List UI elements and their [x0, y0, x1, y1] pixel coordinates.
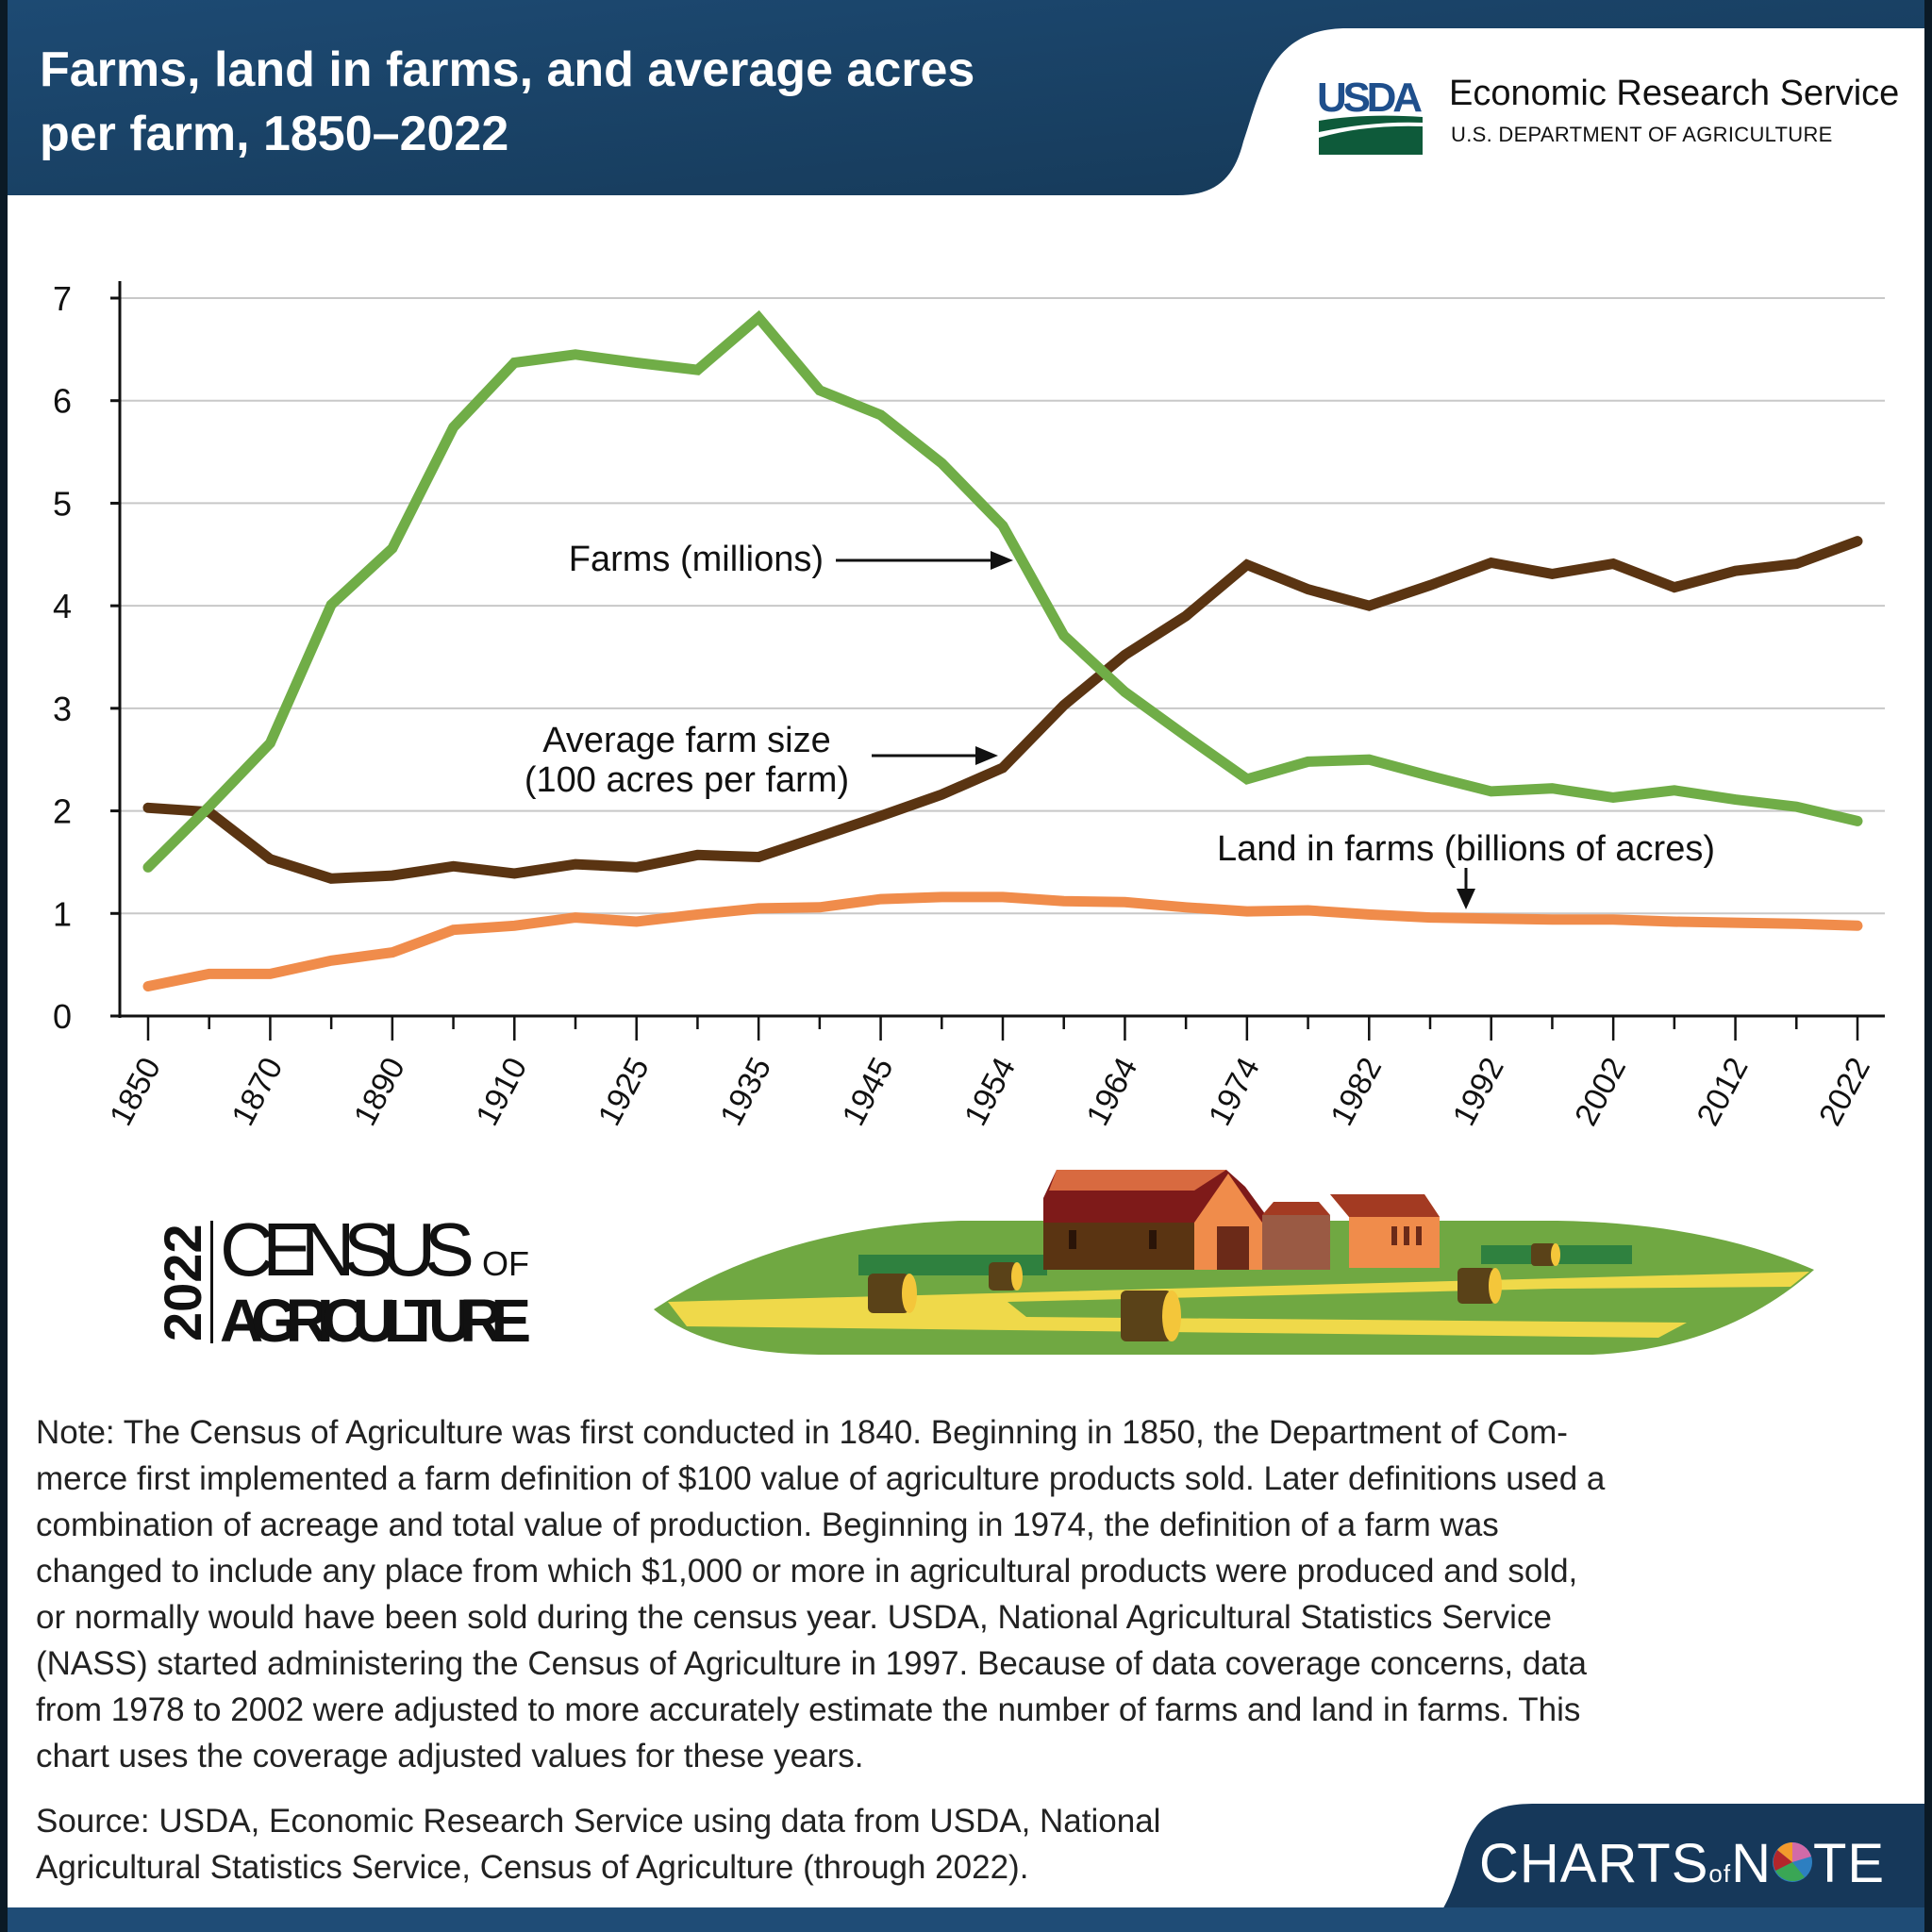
y-tick-label: 6 — [53, 382, 72, 421]
source-line: Agricultural Statistics Service, Census … — [36, 1849, 1029, 1886]
annotation-avg-line1: Average farm size — [542, 721, 831, 760]
y-tick-label: 3 — [53, 690, 72, 728]
source-line: Source: USDA, Economic Research Service … — [36, 1803, 1161, 1840]
x-tick-label: 2022 — [1812, 1052, 1877, 1132]
note-line: from 1978 to 2002 were adjusted to more … — [36, 1691, 1581, 1728]
title-line-1: Farms, land in farms, and average acres — [40, 42, 975, 97]
header-banner — [8, 0, 1924, 195]
note-line: combination of acreage and total value o… — [36, 1507, 1499, 1543]
svg-text:2022: 2022 — [154, 1224, 212, 1341]
y-tick-label: 2 — [53, 792, 72, 831]
y-tick-label: 7 — [53, 279, 72, 318]
x-tick-label: 1974 — [1202, 1052, 1267, 1132]
census-of-agriculture-logo: 2022 CENSUS OF AGRICULTURE — [154, 1209, 531, 1351]
line-chart: 0 1 2 3 4 5 6 7 1850 1870 1890 1910 1925 1935 1945 1954… — [53, 279, 1885, 1132]
brand-of: of — [1708, 1859, 1732, 1888]
title-line-2: per farm, 1850–2022 — [40, 107, 509, 161]
usda-logo: USDA — [1317, 75, 1423, 155]
brand-n: N — [1731, 1833, 1772, 1894]
brand-charts: CHARTS — [1479, 1833, 1709, 1894]
chart-note: Note: The Census of Agriculture was firs… — [36, 1409, 1605, 1779]
x-tick-label: 1910 — [469, 1052, 534, 1132]
annotation-land: Land in farms (billions of acres) — [1217, 829, 1715, 869]
annotation-land-arrowhead — [1457, 889, 1475, 909]
note-line: Note: The Census of Agriculture was firs… — [36, 1414, 1568, 1451]
x-tick-label: 1850 — [103, 1052, 168, 1132]
y-tick-label: 1 — [53, 894, 72, 933]
svg-text:CENSUS: CENSUS — [220, 1209, 475, 1291]
svg-text:USDA: USDA — [1317, 75, 1423, 121]
x-tick-label: 1954 — [958, 1052, 1023, 1132]
svg-text:OF: OF — [482, 1244, 529, 1283]
y-tick-label: 5 — [53, 484, 72, 523]
note-line: (NASS) started administering the Census … — [36, 1645, 1587, 1682]
x-tick-label: 1982 — [1324, 1052, 1389, 1132]
x-tick-label: 1992 — [1446, 1052, 1511, 1132]
footer-banner — [8, 1804, 1924, 1932]
farm-illustration — [654, 1170, 1814, 1355]
x-tick-label: 1945 — [836, 1052, 901, 1132]
x-tick-label: 2002 — [1568, 1052, 1633, 1132]
x-tick-label: 1890 — [347, 1052, 412, 1132]
x-tick-label: 1925 — [591, 1052, 657, 1132]
page-title: Farms, land in farms, and average acres … — [40, 38, 974, 166]
pie-o-icon — [1773, 1842, 1812, 1882]
x-tick-label: 1870 — [225, 1052, 290, 1132]
x-tick-label: 1935 — [713, 1052, 778, 1132]
note-line: or normally would have been sold during … — [36, 1599, 1552, 1636]
series-line-farms — [142, 309, 1863, 873]
annotation-avg-line2: (100 acres per farm) — [525, 760, 849, 800]
brand-te: TE — [1813, 1833, 1886, 1894]
annotation-avg-arrowhead — [975, 746, 998, 765]
annotation-farms-arrowhead — [991, 551, 1013, 570]
department-name: U.S. DEPARTMENT OF AGRICULTURE — [1451, 123, 1833, 146]
agency-name: Economic Research Service — [1449, 74, 1900, 113]
y-tick-label: 4 — [53, 587, 72, 625]
svg-text:AGRICULTURE: AGRICULTURE — [220, 1287, 531, 1351]
annotation-farms: Farms (millions) — [569, 540, 824, 579]
note-line: chart uses the coverage adjusted values … — [36, 1738, 864, 1774]
x-tick-label: 1964 — [1079, 1052, 1144, 1132]
infographic: Farms, land in farms, and average acres … — [8, 0, 1924, 1932]
series-line-avg_size — [142, 536, 1863, 884]
x-tick-label: 2012 — [1690, 1052, 1756, 1132]
note-line: merce first implemented a farm definitio… — [36, 1460, 1606, 1497]
charts-of-note-logo: CHARTSofN TE — [1479, 1832, 1885, 1895]
note-line: changed to include any place from which … — [36, 1553, 1578, 1590]
series-line-land — [142, 891, 1863, 991]
chart-source: Source: USDA, Economic Research Service … — [36, 1798, 1160, 1890]
y-tick-label: 0 — [53, 997, 72, 1036]
